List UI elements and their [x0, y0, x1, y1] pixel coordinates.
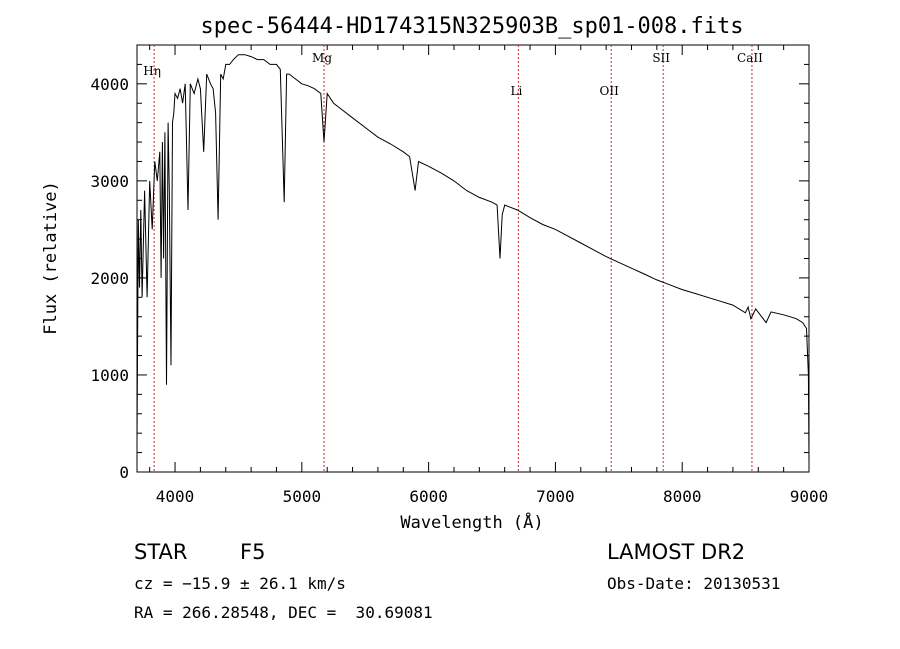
- x-axis-label: Wavelength (Å): [400, 511, 543, 533]
- redshift-velocity: cz = −15.9 ± 26.1 km/s: [134, 574, 346, 593]
- y-tick-label: 3000: [90, 172, 129, 191]
- x-tick-label: 7000: [536, 487, 575, 506]
- x-tick-label: 8000: [663, 487, 702, 506]
- y-tick-label: 4000: [90, 75, 129, 94]
- spectrum-chart: spec-56444-HD174315N325903B_sp01-008.fit…: [41, 14, 829, 533]
- object-class: STAR: [134, 540, 188, 564]
- spectrum-line: [136, 54, 810, 463]
- y-tick-label: 2000: [90, 269, 129, 288]
- x-axis-ticks: 4000 5000 6000 7000 8000 9000: [149, 45, 829, 506]
- marker-label-oii: OII: [600, 84, 620, 98]
- sky-coordinates: RA = 266.28548, DEC = 30.69081: [134, 603, 433, 622]
- marker-label-caii: CaII: [737, 51, 763, 65]
- x-tick-label: 9000: [790, 487, 829, 506]
- x-tick-label: 6000: [409, 487, 448, 506]
- observation-date: Obs-Date: 20130531: [607, 574, 781, 593]
- y-tick-label: 1000: [90, 366, 129, 385]
- x-tick-label: 5000: [283, 487, 322, 506]
- y-tick-label: 0: [119, 463, 129, 482]
- marker-label-li: Li: [510, 84, 522, 98]
- plot-frame: [136, 44, 810, 473]
- chart-title: spec-56444-HD174315N325903B_sp01-008.fit…: [200, 14, 743, 39]
- survey-release: LAMOST DR2: [607, 540, 746, 564]
- spectral-line-markers: Hη Mg Li OII SII CaII: [143, 45, 763, 472]
- marker-label-mg: Mg: [312, 51, 332, 65]
- y-axis-label: Flux (relative): [41, 181, 61, 335]
- marker-label-h: Hη: [143, 64, 161, 78]
- object-subclass: F5: [240, 540, 266, 564]
- marker-label-sii: SII: [652, 51, 670, 65]
- x-tick-label: 4000: [156, 487, 195, 506]
- y-axis-ticks: 0 1000 2000 3000 4000: [90, 44, 809, 482]
